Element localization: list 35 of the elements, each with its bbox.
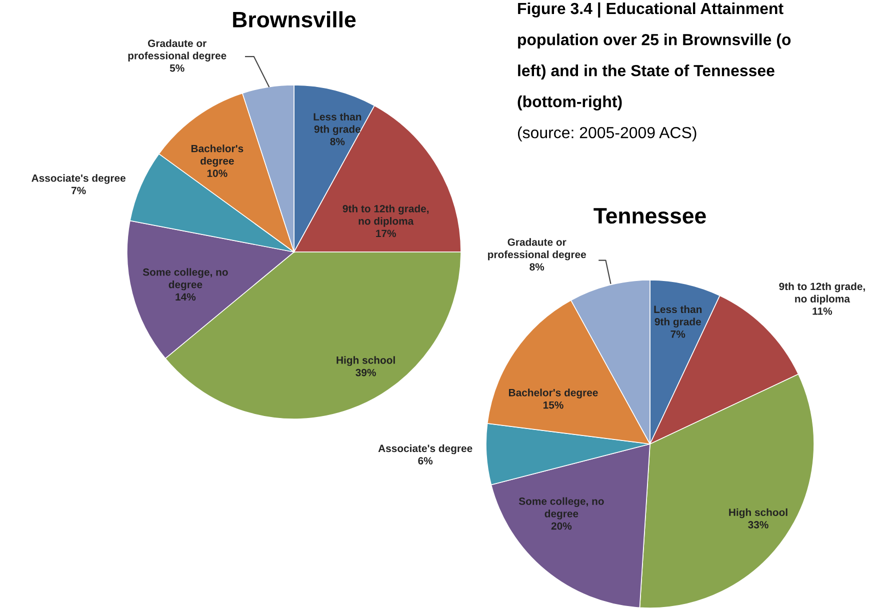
slice-label: High school xyxy=(336,356,395,366)
chart-title: Tennessee xyxy=(594,208,706,224)
data-label: 7% xyxy=(670,330,686,338)
data-label: 39% xyxy=(356,368,376,376)
data-label: 14% xyxy=(176,293,196,301)
slice-label: Associate's degree xyxy=(378,444,472,454)
data-label: 11% xyxy=(812,308,832,315)
data-label: 8% xyxy=(330,138,345,146)
slice-label: Some college, no degree xyxy=(142,268,228,290)
slice-label: Gradaute or professional degree xyxy=(128,39,226,62)
slice-label: Bachelor's degree xyxy=(508,388,598,398)
data-label: 8% xyxy=(530,263,544,271)
slice-label: Gradaute or professional degree xyxy=(488,238,586,260)
text: (bottom-right) xyxy=(518,96,622,110)
slice-label: 9th to 12th grade, no diploma xyxy=(342,204,429,227)
slice-label: Less than 9th grade xyxy=(654,305,702,328)
slice-label: 9th to 12th grade, no diploma xyxy=(779,282,865,305)
data-label: 7% xyxy=(71,186,86,194)
data-label: 10% xyxy=(207,170,228,177)
data-label: 6% xyxy=(418,457,433,464)
data-label: 15% xyxy=(543,401,564,409)
data-label: 17% xyxy=(376,230,396,238)
slice-label: Bachelor's degree xyxy=(191,144,244,167)
text: population over 25 in Brownsville (o xyxy=(518,34,791,48)
slice-label: Less than 9th grade xyxy=(314,112,362,135)
data-label: 33% xyxy=(748,521,768,528)
text: (source: 2005-2009 ACS) xyxy=(518,126,696,142)
slice-label: Some college, no degree xyxy=(518,497,604,520)
slice-label: Associate's degree xyxy=(32,174,126,184)
data-label: 20% xyxy=(551,522,572,530)
slice-label: High school xyxy=(729,508,788,518)
chart-title: Brownsville xyxy=(233,11,356,28)
data-label: 5% xyxy=(170,64,184,72)
caption: Figure 3.4 | Educational Attainment xyxy=(518,2,784,18)
text: left) and in the State of Tennessee xyxy=(518,64,774,80)
